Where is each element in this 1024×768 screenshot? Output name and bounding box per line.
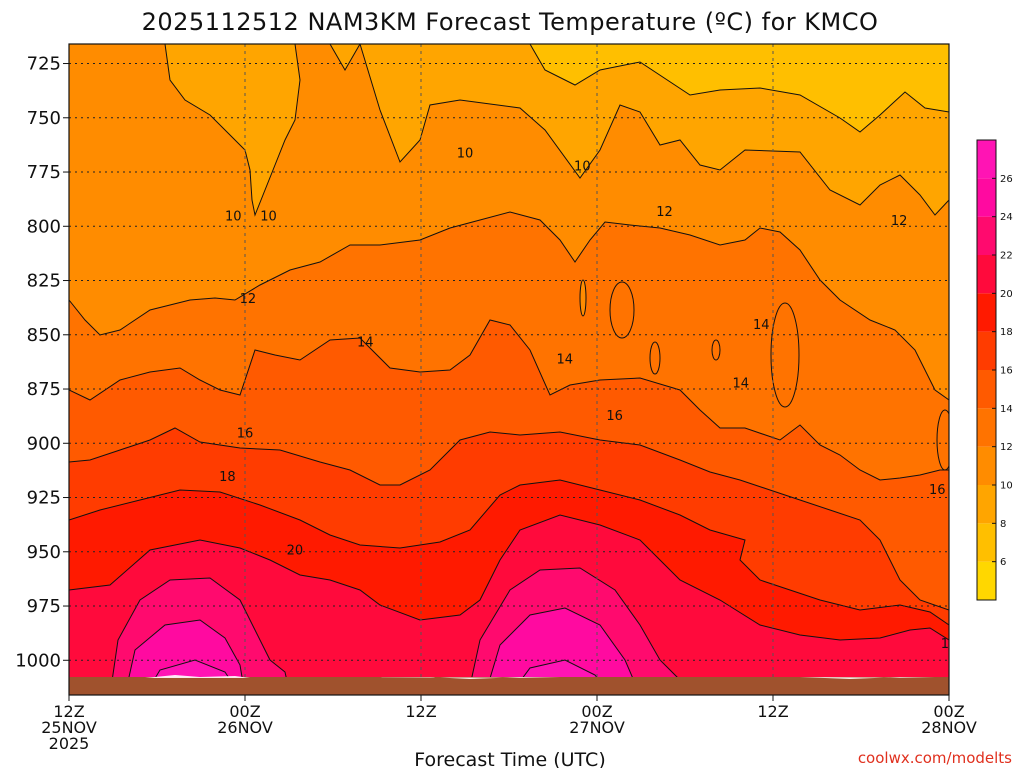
colorbar-label: 6	[1000, 557, 1006, 568]
x-tick-label: 26NOV	[217, 718, 273, 737]
contour-label: 14	[753, 318, 770, 333]
contour-label: 12	[240, 292, 257, 307]
band-8-10	[529, 44, 949, 133]
chart-title: 2025112512 NAM3KM Forecast Temperature (…	[142, 8, 879, 36]
contour-cell	[711, 339, 721, 361]
colorbar-swatch	[977, 178, 996, 217]
contour-labels: 810101010101212121414141414161616181820	[219, 136, 967, 652]
contour-label: 14	[732, 377, 749, 392]
contour-cell	[609, 281, 635, 339]
colorbar-label: 26	[1000, 174, 1013, 185]
contour-label: 16	[237, 426, 254, 441]
colorbar-label: 12	[1000, 442, 1013, 453]
x-tick-label: 2025	[49, 734, 90, 753]
contour-label: 12	[891, 214, 908, 229]
x-tick-label: 12Z	[53, 702, 84, 721]
colorbar-swatch	[977, 485, 996, 524]
contour-label: 12	[656, 205, 673, 220]
y-axis: 725 750 775 800 825 850 875 900 925 950 975 1000	[15, 54, 69, 671]
colorbar: 6 8 10 12 14 16 18 20 22 24 26	[976, 139, 1013, 601]
ground-band	[69, 677, 949, 695]
x-axis-title: Forecast Time (UTC)	[414, 749, 605, 768]
x-tick-label: 28NOV	[921, 718, 977, 737]
contour-label: 10	[950, 136, 967, 151]
contour-label: 16	[606, 409, 623, 424]
colorbar-swatch	[977, 293, 996, 332]
contour-cell	[936, 409, 949, 471]
colorbar-swatch	[977, 561, 996, 600]
y-tick-label: 750	[27, 108, 61, 129]
colorbar-swatch	[977, 446, 996, 485]
colorbar-label: 20	[1000, 289, 1013, 300]
contour-label: 14	[556, 353, 573, 368]
y-tick-label: 875	[27, 379, 61, 400]
x-tick-label: 00Z	[581, 702, 612, 721]
contour-cell	[579, 279, 587, 317]
credit-label: coolwx.com/modelts	[858, 749, 1012, 767]
colorbar-swatch	[977, 523, 996, 562]
colorbar-swatch	[977, 140, 996, 179]
plot-area: 810101010101212121414141414161616181820	[69, 44, 967, 695]
contour-label: 14	[357, 335, 374, 350]
colorbar-label: 16	[1000, 366, 1013, 377]
y-tick-label: 975	[27, 596, 61, 617]
contour-label: 16	[929, 483, 946, 498]
y-tick-label: 800	[27, 216, 61, 237]
colorbar-swatch	[977, 216, 996, 255]
x-tick-label: 00Z	[933, 702, 964, 721]
gridlines	[69, 44, 949, 695]
y-tick-label: 950	[27, 542, 61, 563]
x-tick-label: 12Z	[405, 702, 436, 721]
colorbar-label: 14	[1000, 404, 1013, 415]
contour-label: 18	[941, 637, 958, 652]
colorbar-label: 22	[1000, 251, 1013, 262]
colorbar-swatch	[977, 370, 996, 409]
colorbar-label: 10	[1000, 481, 1013, 492]
colorbar-swatch	[977, 255, 996, 294]
contour-label: 10	[260, 209, 277, 224]
colorbar-label: 8	[1000, 519, 1006, 530]
y-tick-label: 900	[27, 433, 61, 454]
x-tick-label: 27NOV	[569, 718, 625, 737]
y-tick-label: 725	[27, 54, 61, 75]
contour-cell	[770, 302, 800, 408]
y-tick-label: 850	[27, 325, 61, 346]
contour-label: 20	[287, 544, 304, 559]
contour-label: 18	[219, 470, 236, 485]
colorbar-swatch	[977, 331, 996, 370]
plot-frame	[68, 43, 950, 696]
y-tick-label: 1000	[15, 650, 61, 671]
x-tick-label: 00Z	[229, 702, 260, 721]
ground-edge	[145, 675, 935, 679]
contour-label: 10	[225, 209, 242, 224]
y-tick-label: 775	[27, 162, 61, 183]
contour-cell	[649, 341, 661, 375]
colorbar-label: 18	[1000, 327, 1013, 338]
contour-label: 10	[574, 160, 591, 175]
x-tick-label: 25NOV	[41, 718, 97, 737]
x-tick-label: 12Z	[757, 702, 788, 721]
y-tick-label: 925	[27, 488, 61, 509]
y-tick-label: 825	[27, 271, 61, 292]
colorbar-swatch	[977, 408, 996, 447]
contour-label: 10	[457, 147, 474, 162]
colorbar-label: 24	[1000, 212, 1013, 223]
